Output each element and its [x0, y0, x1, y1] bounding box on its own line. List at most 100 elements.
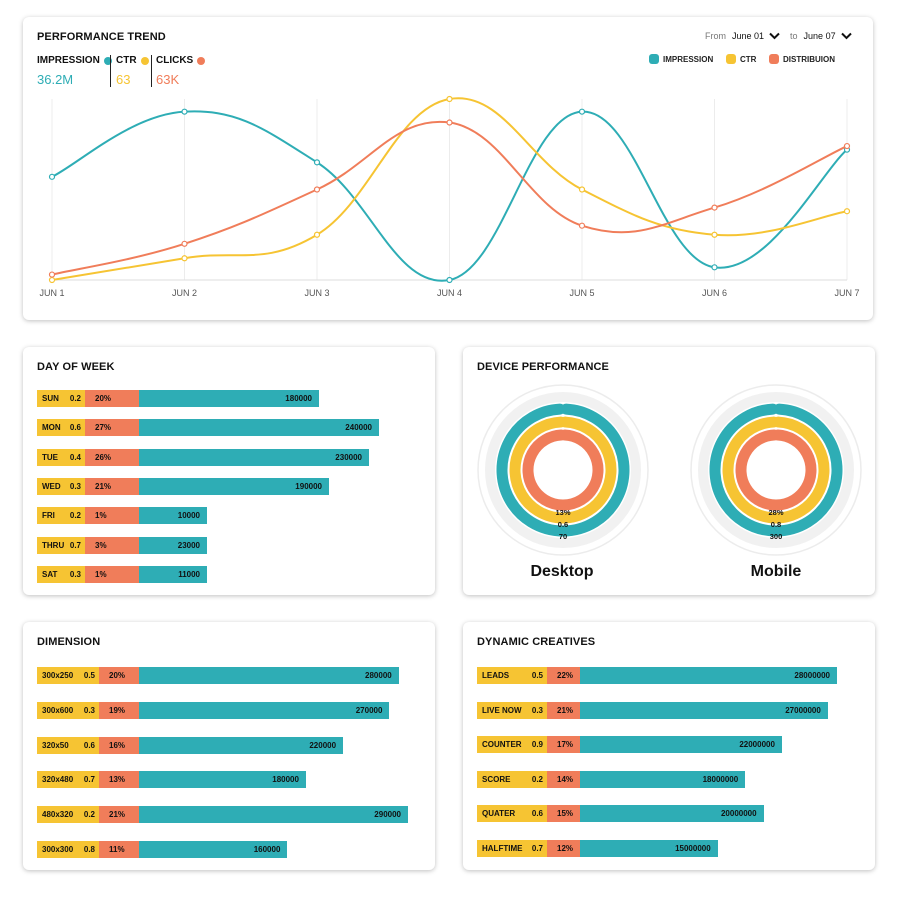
device-ring-arc — [722, 416, 830, 524]
metric-impression: IMPRESSION 36.2M — [37, 55, 112, 87]
chevron-down-icon[interactable] — [840, 32, 852, 40]
bar-segment-value: 20000000 — [580, 805, 764, 823]
data-point-impression — [578, 108, 586, 115]
data-point-ctr — [48, 276, 56, 284]
device-ring-label: 70 — [559, 532, 567, 541]
bar-label: 320x50 — [42, 740, 69, 750]
data-point-ctr — [843, 208, 851, 215]
impression-dot-icon — [103, 56, 112, 65]
bar-segment-ctr: HALFTIME 0.7 — [477, 840, 547, 857]
bar-ctr-value: 0.2 — [83, 810, 95, 820]
bar-ctr-value: 0.6 — [531, 809, 543, 819]
x-tick-label: JUN 3 — [304, 288, 329, 298]
bar-segment-ctr: LEADS 0.5 — [477, 667, 547, 684]
bar-row: COUNTER 0.9 17% 22000000 — [477, 736, 782, 754]
metric-clicks-label: CLICKS — [156, 55, 194, 66]
bar-label: QUATER — [482, 809, 516, 819]
bar-row: SCORE 0.2 14% 18000000 — [477, 770, 746, 788]
metric-divider — [110, 55, 111, 87]
bar-row: FRI 0.2 1% 10000 — [37, 507, 207, 525]
legend-distribuion: DISTRIBUION — [769, 54, 835, 64]
data-point-distribuion — [843, 142, 851, 150]
data-point-impression — [48, 173, 56, 180]
bar-segment-ctr: FRI 0.2 — [37, 507, 85, 525]
bar-segment-value: 22000000 — [580, 736, 782, 754]
bar-segment-pct: 12% — [547, 840, 580, 857]
bar-ctr-value: 0.8 — [83, 845, 95, 854]
chevron-down-icon[interactable] — [769, 32, 780, 40]
legend-swatch-icon — [649, 54, 659, 64]
device-name-mobile: Mobile — [750, 563, 802, 580]
bar-label: WED — [42, 481, 61, 491]
dynamic-creatives-card: DYNAMIC CREATIVES LEADS 0.5 22% 28000000 LIV… — [463, 622, 875, 870]
bar-label: 320x480 — [42, 775, 74, 785]
bar-label: LIVE NOW — [482, 705, 522, 715]
device-ring-arc — [522, 429, 604, 511]
bar-segment-value: 180000 — [139, 390, 319, 407]
bar-label: SCORE — [482, 774, 511, 784]
to-date-select[interactable]: June 07 — [803, 31, 836, 41]
bar-segment-ctr: MON 0.6 — [37, 419, 85, 437]
bar-label: LEADS — [482, 671, 510, 680]
metric-clicks-value: 63K — [156, 72, 180, 87]
bar-label: 300x300 — [42, 845, 74, 854]
x-tick-label: JUN 5 — [569, 288, 594, 298]
bar-row: 300x300 0.8 11% 160000 — [37, 841, 288, 858]
to-label: to — [790, 31, 798, 41]
data-point-impression — [711, 264, 718, 271]
bar-segment-pct: 20% — [99, 667, 139, 684]
bar-label: SAT — [42, 569, 58, 579]
bar-segment-value: 280000 — [139, 667, 399, 684]
bar-segment-value: 15000000 — [580, 840, 718, 857]
data-point-distribuion — [578, 222, 586, 229]
bar-row: LEADS 0.5 22% 28000000 — [477, 667, 837, 684]
bar-segment-value: 18000000 — [580, 770, 746, 788]
bar-ctr-value: 0.5 — [531, 671, 543, 680]
bar-segment-pct: 20% — [85, 390, 139, 407]
bar-ctr-value: 0.4 — [69, 452, 81, 462]
bar-segment-ctr: 480x320 0.2 — [37, 806, 99, 824]
bar-segment-pct: 21% — [85, 477, 139, 495]
bar-segment-pct: 11% — [99, 841, 139, 858]
from-date-select[interactable]: June 01 — [732, 31, 765, 41]
metric-ctr-label: CTR — [116, 55, 137, 66]
bar-row: THRU 0.7 3% 23000 — [37, 536, 207, 554]
bar-segment-value: 270000 — [139, 701, 390, 719]
data-point-distribuion — [711, 204, 718, 211]
bar-label: TUE — [42, 452, 58, 462]
dimension-card: DIMENSION 300x250 0.5 20% 280000 300x600 0.3 1… — [23, 622, 435, 870]
data-point-ctr — [711, 231, 718, 238]
legend-swatch-icon — [769, 54, 779, 64]
clicks-dot-icon — [197, 56, 206, 65]
bar-segment-ctr: SUN 0.2 — [37, 390, 85, 407]
metric-impression-label: IMPRESSION — [37, 55, 100, 66]
bar-segment-value: 190000 — [139, 477, 329, 495]
device-performance-card: DEVICE PERFORMANCE 70 0.6 13% 300 0.8 28% Des… — [463, 347, 875, 595]
bar-segment-ctr: THRU 0.7 — [37, 536, 85, 554]
bar-segment-value: 23000 — [139, 536, 207, 554]
legend-label: DISTRIBUION — [783, 54, 835, 64]
bar-segment-pct: 1% — [85, 565, 139, 583]
bar-segment-pct: 1% — [85, 507, 139, 525]
metric-divider — [151, 55, 152, 87]
bar-segment-pct: 21% — [99, 806, 139, 824]
data-point-impression — [313, 159, 321, 166]
data-point-distribuion — [446, 119, 453, 126]
device-ring-arc — [509, 416, 617, 524]
bar-label: SUN — [42, 394, 59, 403]
bar-segment-value: 240000 — [139, 419, 379, 437]
bar-segment-pct: 21% — [547, 701, 580, 719]
data-point-impression — [446, 276, 453, 284]
bar-row: SAT 0.3 1% 11000 — [37, 565, 207, 583]
bar-ctr-value: 0.6 — [69, 423, 81, 433]
bar-row: QUATER 0.6 15% 20000000 — [477, 805, 764, 823]
day-of-week-card: DAY OF WEEK SUN 0.2 20% 180000 MON 0.6 27% 2400… — [23, 347, 435, 595]
bar-segment-ctr: SAT 0.3 — [37, 565, 85, 583]
bar-segment-ctr: LIVE NOW 0.3 — [477, 701, 547, 719]
device-ring-arc — [735, 429, 817, 511]
bar-segment-value: 10000 — [139, 507, 207, 525]
legend-impression: IMPRESSION — [649, 54, 713, 64]
device-ring-label: 13% — [555, 508, 570, 517]
bar-row: 320x50 0.6 16% 220000 — [37, 736, 344, 754]
bar-segment-ctr: COUNTER 0.9 — [477, 736, 547, 754]
